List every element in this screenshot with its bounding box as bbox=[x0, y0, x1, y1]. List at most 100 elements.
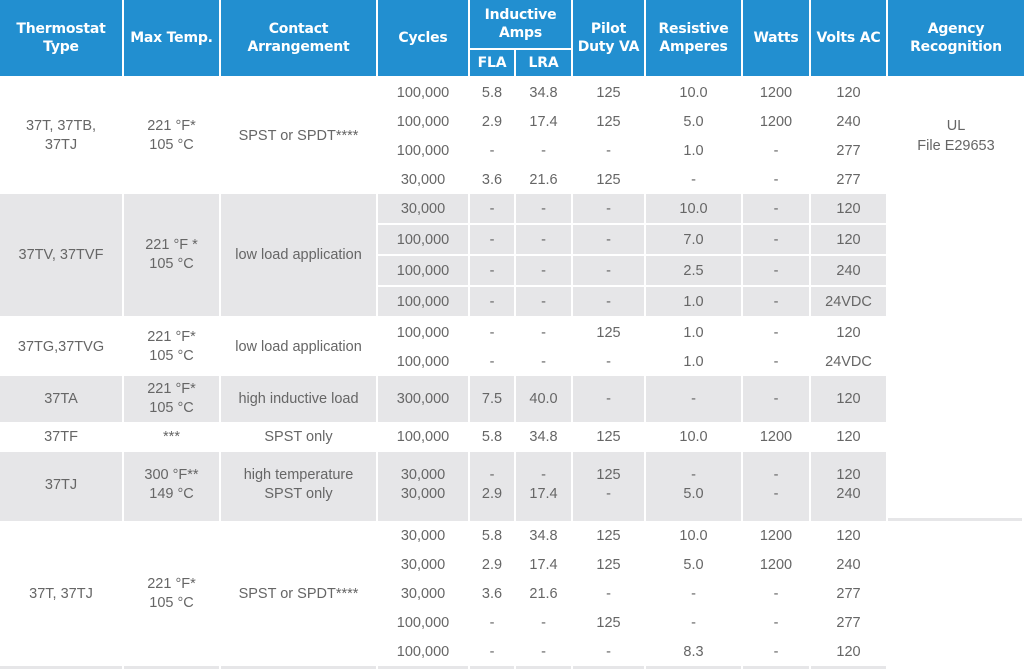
resistive: 2.5 bbox=[646, 256, 743, 287]
cycles: 100,000 bbox=[378, 107, 470, 136]
cycles: 100,000 bbox=[378, 78, 470, 107]
table-row: 37T, 37TJ 221 °F* 105 °C SPST or SPDT****… bbox=[0, 521, 1024, 666]
divider bbox=[516, 518, 573, 521]
cycles: 30,000 30,000 bbox=[378, 452, 470, 518]
lra: 34.8 bbox=[516, 521, 573, 550]
col-resistive-amperes: Resistive Amperes bbox=[646, 0, 743, 78]
contact-arrangement: SPST only bbox=[221, 422, 378, 452]
pilot-duty: - bbox=[573, 256, 646, 287]
table-row: 100,000 2.9 17.4 125 5.0 1200 240 bbox=[0, 107, 1024, 136]
resistive: 7.0 bbox=[646, 225, 743, 256]
divider bbox=[646, 518, 743, 521]
contact-arrangement: SPST or SPDT**** bbox=[221, 521, 378, 666]
fla: - bbox=[470, 194, 516, 225]
lra: 34.8 bbox=[516, 78, 573, 107]
cycles: 300,000 bbox=[378, 376, 470, 422]
lra: - bbox=[516, 318, 573, 347]
group-separator bbox=[0, 518, 1024, 521]
group-37t-37tj: 37T, 37TJ 221 °F* 105 °C SPST or SPDT****… bbox=[0, 521, 1024, 666]
watts: 1200 bbox=[743, 521, 811, 550]
watts: - bbox=[743, 318, 811, 347]
lra: - bbox=[516, 608, 573, 637]
divider bbox=[811, 518, 888, 521]
lra: - bbox=[516, 136, 573, 165]
table-row: 30,000 2.9 17.4 125 5.0 1200 240 bbox=[0, 550, 1024, 579]
watts: - bbox=[743, 165, 811, 194]
cycles: 100,000 bbox=[378, 225, 470, 256]
lra: 34.8 bbox=[516, 422, 573, 452]
fla: - bbox=[470, 318, 516, 347]
table-row: 100,000 - - - 2.5 - 240 bbox=[0, 256, 1024, 287]
watts: - bbox=[743, 637, 811, 666]
resistive: 5.0 bbox=[646, 550, 743, 579]
col-agency-recognition: Agency Recognition bbox=[888, 0, 1024, 78]
lra: - bbox=[516, 347, 573, 376]
watts: 1200 bbox=[743, 550, 811, 579]
pilot-duty: 125 bbox=[573, 608, 646, 637]
watts: - bbox=[743, 287, 811, 318]
resistive: 1.0 bbox=[646, 347, 743, 376]
divider bbox=[888, 518, 1024, 521]
lra: - bbox=[516, 287, 573, 318]
contact-arrangement: SPST or SPDT**** bbox=[221, 78, 378, 194]
thermostat-type: 37T, 37TJ bbox=[0, 521, 124, 666]
col-volts-ac: Volts AC bbox=[811, 0, 888, 78]
watts: - bbox=[743, 376, 811, 422]
divider bbox=[743, 518, 811, 521]
divider bbox=[378, 518, 470, 521]
col-watts: Watts bbox=[743, 0, 811, 78]
fla: - bbox=[470, 136, 516, 165]
lra: - bbox=[516, 225, 573, 256]
lra: 17.4 bbox=[516, 107, 573, 136]
pilot-duty: 125 bbox=[573, 318, 646, 347]
max-temp: 221 °F* 105 °C bbox=[124, 376, 221, 422]
resistive: -5.0 bbox=[646, 452, 743, 518]
resistive: 1.0 bbox=[646, 287, 743, 318]
pilot-duty: 125 bbox=[573, 550, 646, 579]
fla: 3.6 bbox=[470, 579, 516, 608]
contact-arrangement: low load application bbox=[221, 194, 378, 318]
volts: 120 bbox=[811, 225, 888, 256]
col-cycles: Cycles bbox=[378, 0, 470, 78]
watts: - bbox=[743, 347, 811, 376]
watts: - bbox=[743, 579, 811, 608]
volts: 120 bbox=[811, 422, 888, 452]
fla: 3.6 bbox=[470, 165, 516, 194]
volts: 240 bbox=[811, 107, 888, 136]
cycles: 30,000 bbox=[378, 521, 470, 550]
divider bbox=[124, 518, 221, 521]
pilot-duty: - bbox=[573, 347, 646, 376]
pilot-duty: - bbox=[573, 194, 646, 225]
resistive: 10.0 bbox=[646, 422, 743, 452]
volts: 240 bbox=[811, 550, 888, 579]
table-row: 37T, 37TB, 37TJ 221 °F* 105 °C SPST or SP… bbox=[0, 78, 1024, 194]
table-header: Thermostat Type Max Temp. Contact Arrang… bbox=[0, 0, 1024, 78]
watts: 1200 bbox=[743, 78, 811, 107]
cycles: 100,000 bbox=[378, 347, 470, 376]
cycles: 30,000 bbox=[378, 550, 470, 579]
fla: - bbox=[470, 287, 516, 318]
table-row: 30,000 3.6 21.6 - - - 277 bbox=[0, 579, 1024, 608]
fla: 2.9 bbox=[470, 550, 516, 579]
group-37tj-high-temp: 37TJ 300 °F** 149 °C high temperature SPST… bbox=[0, 452, 1024, 518]
resistive: 8.3 bbox=[646, 637, 743, 666]
lra: - bbox=[516, 194, 573, 225]
cycles: 100,000 bbox=[378, 318, 470, 347]
volts: 120 bbox=[811, 194, 888, 225]
fla: 5.8 bbox=[470, 422, 516, 452]
group-37t-37tb-37tj: 37T, 37TB, 37TJ 221 °F* 105 °C SPST or SP… bbox=[0, 78, 1024, 194]
fla: -2.9 bbox=[470, 452, 516, 518]
volts: 277 bbox=[811, 136, 888, 165]
agency-recognition: UL File E29653 bbox=[888, 78, 1024, 194]
volts: 120 bbox=[811, 318, 888, 347]
fla: 5.8 bbox=[470, 521, 516, 550]
cycles: 100,000 bbox=[378, 287, 470, 318]
cycles: 100,000 bbox=[378, 608, 470, 637]
fla: - bbox=[470, 637, 516, 666]
col-thermostat-type: Thermostat Type bbox=[0, 0, 124, 78]
pilot-duty: - bbox=[573, 579, 646, 608]
resistive: 10.0 bbox=[646, 78, 743, 107]
divider bbox=[0, 518, 124, 521]
contact-arrangement: low load application bbox=[221, 318, 378, 376]
table-row: 30,000 3.6 21.6 125 - - 277 bbox=[0, 165, 1024, 194]
